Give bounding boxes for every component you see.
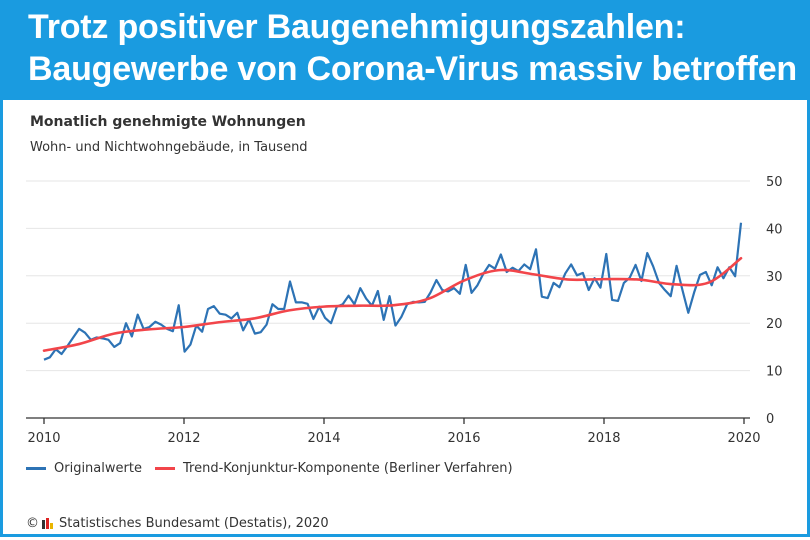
x-tick-label: 2012 bbox=[167, 431, 200, 446]
y-tick-label: 10 bbox=[766, 365, 783, 380]
y-tick-label: 30 bbox=[766, 270, 783, 285]
copyright-symbol: © bbox=[26, 516, 39, 531]
legend-item-original: Originalwerte bbox=[26, 461, 142, 476]
x-tick-label: 2018 bbox=[587, 431, 620, 446]
legend-swatch-trend bbox=[155, 467, 175, 470]
x-tick-label: 2014 bbox=[307, 431, 340, 446]
headline-line-2: Baugewerbe von Corona-Virus massiv betro… bbox=[28, 50, 797, 88]
series-line-trend bbox=[42, 256, 743, 352]
header-banner: Trotz positiver Baugenehmigungszahlen: B… bbox=[0, 0, 810, 100]
y-tick-label: 50 bbox=[766, 175, 783, 190]
series-line-original bbox=[43, 222, 743, 361]
y-tick-label: 40 bbox=[766, 222, 783, 237]
footer-credit: © Statistisches Bundesamt (Destatis), 20… bbox=[26, 516, 329, 531]
x-tick-label: 2020 bbox=[727, 431, 760, 446]
headline-line-1: Trotz positiver Baugenehmigungszahlen: bbox=[28, 8, 686, 46]
y-tick-label: 0 bbox=[766, 412, 774, 427]
legend-label-trend: Trend-Konjunktur-Komponente (Berliner Ve… bbox=[183, 461, 513, 476]
legend-swatch-original bbox=[26, 467, 46, 470]
y-tick-label: 20 bbox=[766, 317, 783, 332]
x-tick-label: 2016 bbox=[447, 431, 480, 446]
x-tick-label: 2010 bbox=[27, 431, 60, 446]
chart-title: Monatlich genehmigte Wohnungen bbox=[30, 114, 306, 130]
source-text: Statistisches Bundesamt (Destatis), 2020 bbox=[59, 516, 329, 531]
destatis-logo-icon bbox=[42, 518, 54, 529]
chart-subtitle: Wohn- und Nichtwohngebäude, in Tausend bbox=[30, 140, 308, 155]
legend-item-trend: Trend-Konjunktur-Komponente (Berliner Ve… bbox=[155, 461, 513, 476]
legend-label-original: Originalwerte bbox=[54, 461, 142, 476]
